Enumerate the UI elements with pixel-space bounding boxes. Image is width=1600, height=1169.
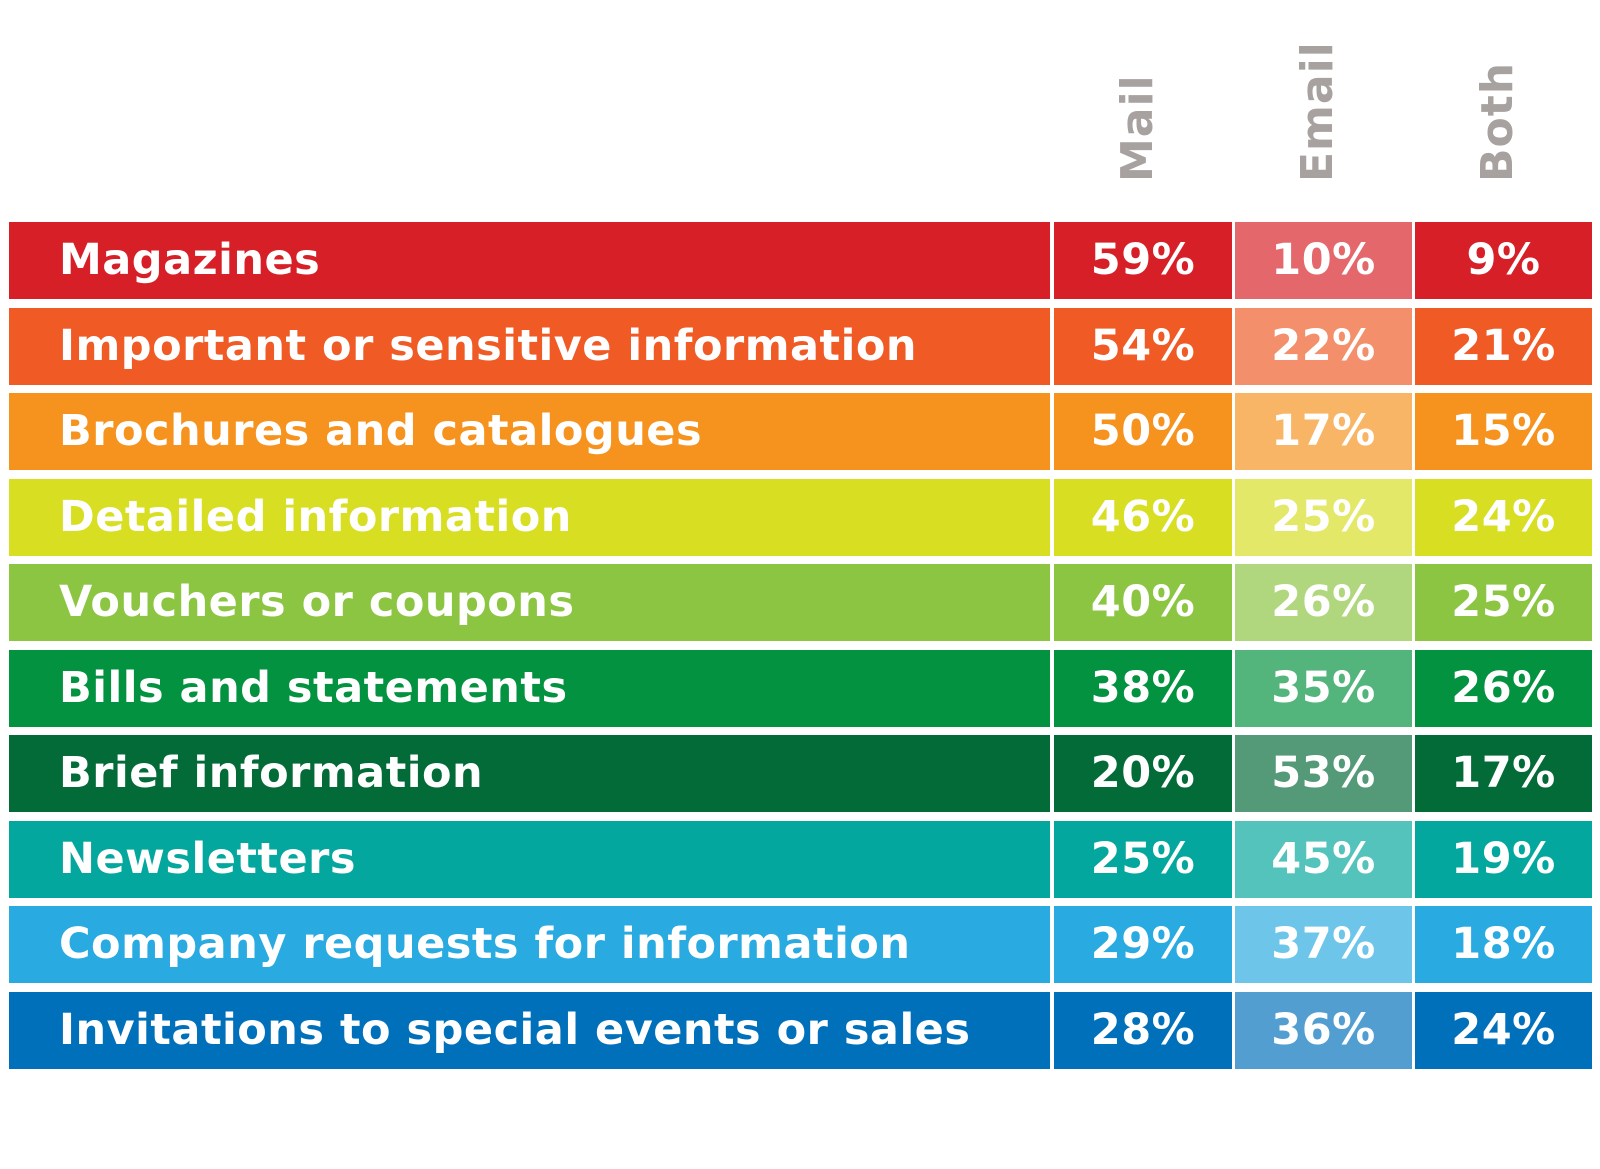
value-cell-mail: 54%	[1054, 308, 1232, 385]
row-label: Brochures and catalogues	[9, 393, 1050, 470]
value-text: 24%	[1451, 492, 1556, 542]
value-cell-mail: 28%	[1054, 992, 1232, 1069]
email-column-tint	[1235, 650, 1412, 727]
value-cell-both: 18%	[1415, 906, 1592, 983]
value-text: 17%	[1451, 748, 1556, 798]
value-cell-mail: 50%	[1054, 393, 1232, 470]
email-column-tint	[1235, 222, 1412, 299]
value-text: 45%	[1271, 834, 1376, 884]
value-text: 21%	[1451, 321, 1556, 371]
table-row: Brief information 20% 53% 17%	[9, 735, 1592, 812]
value-cell-email: 53%	[1235, 735, 1412, 812]
column-header-mail-text: Mail	[1112, 74, 1163, 182]
value-text: 26%	[1451, 663, 1556, 713]
email-column-tint	[1235, 821, 1412, 898]
value-text: 25%	[1090, 834, 1196, 884]
value-text: 10%	[1271, 235, 1376, 285]
value-text: 25%	[1271, 492, 1376, 542]
email-column-tint	[1235, 992, 1412, 1069]
row-label: Important or sensitive information	[9, 308, 1050, 385]
email-column-tint	[1235, 308, 1412, 385]
value-cell-mail: 20%	[1054, 735, 1232, 812]
value-cell-email: 10%	[1235, 222, 1412, 299]
value-cell-email: 45%	[1235, 821, 1412, 898]
email-column-tint	[1235, 735, 1412, 812]
value-cell-both: 24%	[1415, 479, 1592, 556]
value-cell-mail: 40%	[1054, 564, 1232, 641]
value-text: 38%	[1090, 663, 1196, 713]
column-header-mail: Mail	[1046, 26, 1220, 182]
table-row: Company requests for information 29% 37% 18…	[9, 906, 1592, 983]
value-text: 54%	[1090, 321, 1196, 371]
value-cell-both: 15%	[1415, 393, 1592, 470]
value-text: 46%	[1090, 492, 1196, 542]
column-header-email-text: Email	[1292, 41, 1343, 182]
value-text: 28%	[1090, 1005, 1196, 1055]
value-text: 24%	[1451, 1005, 1556, 1055]
value-text: 40%	[1090, 577, 1196, 627]
value-text: 19%	[1451, 834, 1556, 884]
row-label: Magazines	[9, 222, 1050, 299]
value-cell-mail: 29%	[1054, 906, 1232, 983]
table-row: Important or sensitive information 54% 22%…	[9, 308, 1592, 385]
value-cell-both: 17%	[1415, 735, 1592, 812]
email-column-tint	[1235, 479, 1412, 556]
value-text: 50%	[1090, 406, 1196, 456]
row-label: Company requests for information	[9, 906, 1050, 983]
value-cell-both: 24%	[1415, 992, 1592, 1069]
value-text: 29%	[1090, 919, 1196, 969]
value-text: 25%	[1451, 577, 1556, 627]
value-cell-mail: 25%	[1054, 821, 1232, 898]
email-column-tint	[1235, 906, 1412, 983]
table-row: Invitations to special events or sales 28…	[9, 992, 1592, 1069]
value-cell-both: 26%	[1415, 650, 1592, 727]
column-header-email: Email	[1226, 26, 1400, 182]
value-text: 26%	[1271, 577, 1376, 627]
value-text: 36%	[1271, 1005, 1376, 1055]
value-cell-email: 26%	[1235, 564, 1412, 641]
value-text: 9%	[1466, 235, 1541, 285]
value-text: 22%	[1271, 321, 1376, 371]
row-label: Invitations to special events or sales	[9, 992, 1050, 1069]
value-text: 20%	[1090, 748, 1196, 798]
value-cell-email: 17%	[1235, 393, 1412, 470]
table-row: Vouchers or coupons 40% 26% 25%	[9, 564, 1592, 641]
value-text: 18%	[1451, 919, 1556, 969]
value-cell-email: 22%	[1235, 308, 1412, 385]
row-label: Newsletters	[9, 821, 1050, 898]
value-cell-email: 25%	[1235, 479, 1412, 556]
table-row: Detailed information 46% 25% 24%	[9, 479, 1592, 556]
value-text: 17%	[1271, 406, 1376, 456]
value-cell-mail: 38%	[1054, 650, 1232, 727]
table-row: Bills and statements 38% 35% 26%	[9, 650, 1592, 727]
value-cell-both: 9%	[1415, 222, 1592, 299]
value-text: 35%	[1271, 663, 1376, 713]
value-cell-email: 35%	[1235, 650, 1412, 727]
email-column-tint	[1235, 564, 1412, 641]
value-cell-both: 25%	[1415, 564, 1592, 641]
row-label: Vouchers or coupons	[9, 564, 1050, 641]
email-column-tint	[1235, 393, 1412, 470]
column-header-both: Both	[1406, 26, 1580, 182]
row-label: Bills and statements	[9, 650, 1050, 727]
value-cell-both: 19%	[1415, 821, 1592, 898]
value-text: 37%	[1271, 919, 1376, 969]
value-cell-mail: 46%	[1054, 479, 1232, 556]
value-cell-mail: 59%	[1054, 222, 1232, 299]
table-row: Magazines 59% 10% 9%	[9, 222, 1592, 299]
value-cell-email: 37%	[1235, 906, 1412, 983]
column-header-both-text: Both	[1472, 61, 1523, 182]
value-text: 59%	[1090, 235, 1196, 285]
row-label: Brief information	[9, 735, 1050, 812]
table-row: Brochures and catalogues 50% 17% 15%	[9, 393, 1592, 470]
value-cell-email: 36%	[1235, 992, 1412, 1069]
value-text: 15%	[1451, 406, 1556, 456]
row-label: Detailed information	[9, 479, 1050, 556]
value-cell-both: 21%	[1415, 308, 1592, 385]
value-text: 53%	[1271, 748, 1376, 798]
table-row: Newsletters 25% 45% 19%	[9, 821, 1592, 898]
